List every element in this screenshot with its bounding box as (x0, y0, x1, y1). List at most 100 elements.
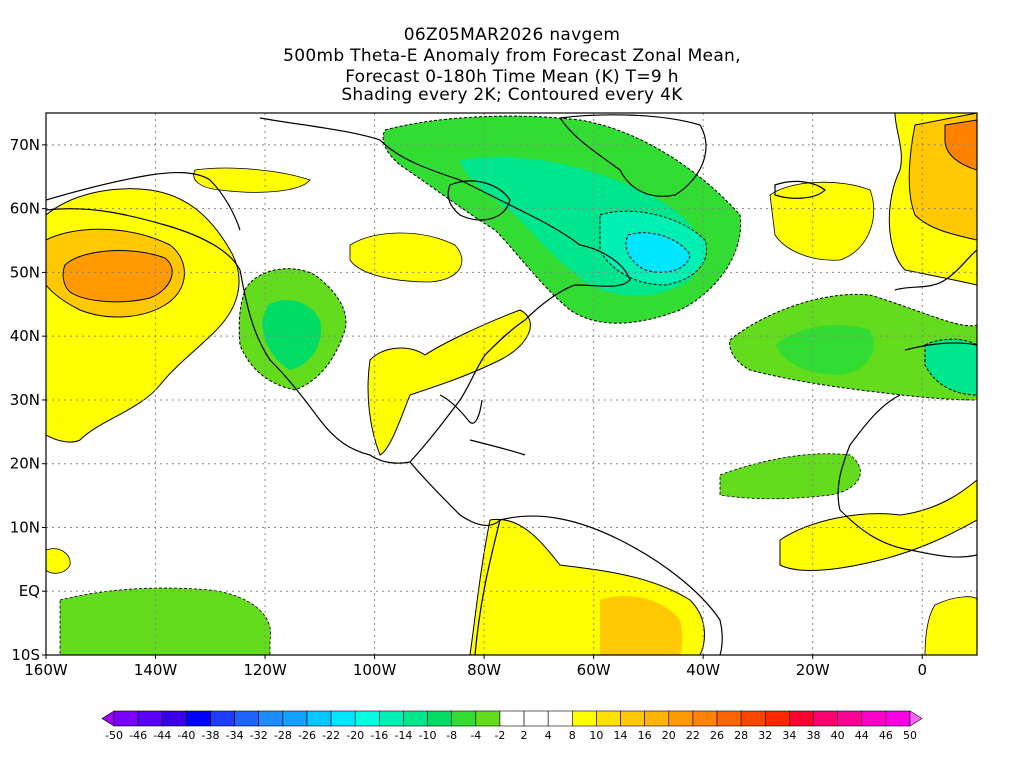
coastlines (46, 114, 977, 655)
colorbar-tick-label: 8 (569, 729, 576, 742)
africa-equator-warm-region (924, 596, 977, 655)
colorbar-swatch (161, 710, 187, 727)
colorbar-swatch (451, 710, 477, 727)
cuba-coast (469, 439, 526, 456)
lon-tick-label: 120W (243, 661, 287, 679)
colorbar-swatch (789, 710, 814, 727)
ne-pacific-warm-region (46, 188, 240, 443)
colorbar-swatch (740, 710, 766, 727)
title-line-1: 06Z05MAR2026 navgem (403, 25, 621, 45)
colorbar-swatch (764, 710, 790, 727)
colorbar-tick-label: -40 (177, 729, 195, 742)
colorbar (101, 710, 923, 727)
lon-tick-label: 140W (134, 661, 178, 679)
colorbar-swatch (668, 710, 694, 727)
europe-coast (894, 249, 977, 351)
colorbar-tick-label: 20 (662, 729, 676, 742)
colorbar-tick-label: 46 (879, 729, 893, 742)
colorbar-tick-label: -2 (494, 729, 505, 742)
colorbar-swatch (813, 710, 838, 727)
colorbar-tick-label: 50 (903, 729, 917, 742)
equatorial-pacific-warm-region (46, 548, 71, 574)
ne-pacific-peak-region (62, 250, 173, 303)
colorbar-swatch (620, 710, 645, 727)
title-line-3: Forecast 0-180h Time Mean (K) T=9 h (345, 67, 679, 87)
eastern-pacific-cold-region (59, 587, 272, 655)
colorbar-tick-label: -22 (322, 729, 340, 742)
colorbar-swatch (379, 710, 404, 727)
shaded-field (46, 113, 977, 655)
title-line-4: Shading every 2K; Contoured every 4K (341, 85, 683, 105)
colorbar-tick-label: 40 (831, 729, 845, 742)
colorbar-tick-label: -8 (446, 729, 457, 742)
iberia-cold-core-region (924, 338, 977, 396)
lat-tick-label: 40N (10, 327, 40, 345)
yukon-warm-region (193, 167, 311, 193)
colorbar-tick-label: -44 (153, 729, 171, 742)
colorbar-swatch (572, 710, 597, 727)
lon-tick-label: 60W (577, 661, 611, 679)
greenland-coast (559, 114, 707, 197)
colorbar-tick-label: -32 (250, 729, 268, 742)
atlantic-cold-inner-region (775, 325, 874, 375)
africa-coast (837, 394, 977, 558)
colorbar-tick-label: -34 (226, 729, 244, 742)
lon-tick-label: 80W (467, 661, 501, 679)
florida-coast (439, 394, 483, 424)
colorbar-swatch (885, 710, 911, 727)
colorbar-swatch (258, 710, 284, 727)
colorbar-tick-label: -38 (202, 729, 220, 742)
title-line-2: 500mb Theta-E Anomaly from Forecast Zona… (283, 46, 741, 66)
lon-tick-label: 20W (796, 661, 830, 679)
colorbar-tick-label: 34 (782, 729, 796, 742)
colorbar-swatch (137, 710, 163, 727)
colorbar-swatch (547, 710, 573, 727)
south-america-coast (474, 515, 723, 655)
latitude-labels: 70N 60N 50N 40N 30N 20N 10N EQ 10S (10, 136, 46, 664)
colorbar-arrow-high (909, 710, 923, 727)
se-us-warm-region (367, 309, 531, 456)
colorbar-tick-label: -16 (370, 729, 388, 742)
canada-warm-region (349, 232, 463, 283)
lat-tick-label: 10S (11, 646, 40, 664)
map-frame (45, 112, 978, 656)
colorbar-arrow-low (101, 710, 115, 727)
colorbar-swatch (837, 710, 863, 727)
lat-tick-label: 60N (10, 200, 40, 218)
longitude-labels: 160W 140W 120W 100W 80W 60W 40W 20W 0 (24, 655, 927, 679)
colorbar-swatch (113, 710, 139, 727)
lon-tick-label: 0 (917, 661, 927, 679)
colorbar-tick-label: -4 (470, 729, 481, 742)
colorbar-tick-label: 14 (614, 729, 628, 742)
colorbar-swatch (644, 710, 670, 727)
colorbar-tick-label: 44 (855, 729, 869, 742)
colorbar-tick-label: 2 (521, 729, 528, 742)
lon-tick-label: 160W (24, 661, 68, 679)
colorbar-tick-label: 28 (734, 729, 748, 742)
lat-tick-label: 50N (10, 263, 40, 281)
colorbar-swatch (234, 710, 260, 727)
north-atlantic-warm-region (769, 181, 875, 261)
colorbar-swatch (403, 710, 428, 727)
colorbar-tick-label: 32 (758, 729, 772, 742)
colorbar-tick-label: 10 (589, 729, 603, 742)
colorbar-swatch (716, 710, 742, 727)
colorbar-tick-label: -20 (346, 729, 364, 742)
colorbar-swatch (210, 710, 235, 727)
colorbar-tick-label: -14 (394, 729, 412, 742)
lat-tick-label: 10N (10, 518, 40, 536)
colorbar-swatch (427, 710, 452, 727)
central-america-coast (409, 461, 501, 527)
lat-lon-grid (46, 113, 977, 655)
colorbar-tick-label: -46 (129, 729, 147, 742)
colorbar-swatch (861, 710, 887, 727)
colorbar-tick-label: -10 (419, 729, 437, 742)
colorbar-tick-label: 22 (686, 729, 700, 742)
iceland-coast (774, 180, 826, 199)
western-us-cold-inner-region (262, 300, 321, 370)
colorbar-labels: -50 -46 -44 -40 -38 -34 -32 -28 -26 -22 -20 -16 -14-… (105, 729, 917, 742)
colorbar-swatch (306, 710, 332, 727)
colorbar-tick-label: 4 (545, 729, 552, 742)
hudson-bay-coast (447, 180, 511, 221)
